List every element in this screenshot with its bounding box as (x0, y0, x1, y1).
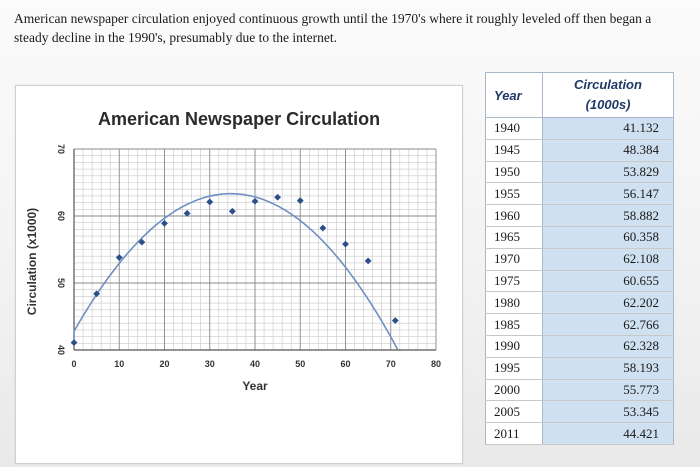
table-row: 2005 53.345 (485, 400, 674, 424)
table-cell-circulation: 41.132 (542, 117, 674, 140)
table-row: 1990 62.328 (485, 335, 674, 358)
table-row: 1940 41.132 (485, 117, 674, 140)
table-row: 1960 58.882 (485, 204, 674, 227)
data-point (93, 290, 101, 298)
data-point (161, 219, 168, 227)
data-point (115, 254, 123, 261)
chart-panel: American Newspaper Circulation 0 10 20 30 40… (15, 85, 463, 464)
table-cell-year: 1950 (485, 161, 543, 184)
y-tick-label: 70 (56, 144, 66, 154)
table-cell-circulation: 58.882 (542, 204, 674, 227)
circulation-table-wrap: Year Circulation (1000s) 1940 41.132 1945 4… (485, 72, 674, 445)
table-cell-circulation: 62.766 (542, 313, 674, 336)
intro-text: American newspaper circulation enjoyed c… (14, 11, 652, 45)
table-cell-circulation: 60.358 (542, 226, 674, 249)
data-point (251, 197, 259, 205)
trend-curve (73, 192, 399, 350)
circulation-header-label: Circulation (574, 77, 642, 92)
x-tick-label: 20 (159, 359, 169, 369)
table-cell-circulation: 56.147 (542, 182, 674, 206)
data-point (364, 257, 372, 265)
table-cell-year: 1990 (485, 335, 543, 358)
table-cell-year: 2005 (485, 400, 543, 424)
table-row: 1955 56.147 (485, 182, 674, 206)
table-row: 2000 55.773 (485, 379, 674, 402)
table-cell-circulation: 44.421 (542, 422, 674, 445)
circulation-header-unit: (1000s) (585, 97, 631, 112)
table-cell-circulation: 62.202 (542, 291, 674, 315)
table-cell-circulation: 53.829 (542, 161, 674, 184)
table-cell-circulation: 53.345 (542, 400, 674, 424)
table-cell-year: 1995 (485, 357, 543, 380)
y-tick-label: 50 (56, 278, 66, 288)
table-cell-year: 1955 (485, 182, 543, 206)
data-point (391, 317, 399, 324)
data-point (138, 238, 146, 246)
data-point (274, 193, 282, 201)
x-tick-label: 0 (71, 359, 76, 369)
x-tick-label: 70 (386, 359, 396, 369)
table-cell-year: 1965 (485, 226, 543, 249)
table-cell-circulation: 55.773 (542, 379, 674, 402)
table-row: 1950 53.829 (485, 161, 674, 184)
data-point (342, 240, 349, 248)
y-tick-label: 60 (56, 211, 66, 221)
chart-svg: 0 10 20 30 40 50 60 70 80 40 50 60 70 Year Circulation… (25, 144, 441, 393)
chart-title: American Newspaper Circulation (98, 109, 381, 129)
table-row: 2011 44.421 (485, 422, 674, 445)
table-row: 1945 48.384 (485, 139, 674, 162)
year-column-header: Year (485, 72, 543, 118)
data-point (228, 207, 236, 215)
data-point (296, 197, 304, 204)
table-cell-year: 1985 (485, 313, 543, 336)
x-tick-label: 50 (295, 359, 305, 369)
data-point (206, 198, 214, 206)
x-tick-label: 80 (431, 359, 441, 369)
data-point (70, 339, 78, 347)
table-cell-year: 1945 (485, 139, 543, 162)
table-row: 1970 62.108 (485, 248, 674, 271)
table-row: 1980 62.202 (485, 291, 674, 315)
table-cell-year: 1975 (485, 270, 543, 293)
table-cell-year: 1960 (485, 204, 543, 227)
data-point (319, 224, 327, 232)
table-cell-circulation: 62.328 (542, 335, 674, 358)
data-point (183, 209, 191, 217)
table-cell-year: 1980 (485, 291, 543, 315)
table-row: 1985 62.766 (485, 313, 674, 336)
table-row: 1975 60.655 (485, 270, 674, 293)
table-body: 1940 41.132 1945 48.384 1950 53.829 1955 56.147… (485, 117, 674, 445)
circulation-table: Year Circulation (1000s) 1940 41.132 1945 4… (485, 72, 674, 445)
table-cell-circulation: 60.655 (542, 270, 674, 293)
table-cell-circulation: 48.384 (542, 139, 674, 162)
x-axis-label: Year (242, 379, 268, 393)
table-cell-year: 1970 (485, 248, 543, 271)
table-cell-year: 2000 (485, 379, 543, 402)
x-tick-label: 60 (340, 359, 350, 369)
y-tick-label: 40 (56, 345, 66, 355)
table-header-row: Year Circulation (1000s) (485, 72, 674, 118)
circulation-column-header: Circulation (1000s) (542, 72, 674, 118)
table-cell-circulation: 58.193 (542, 357, 674, 380)
table-cell-year: 2011 (485, 422, 543, 445)
y-axis-label: Circulation (x1000) (25, 208, 39, 315)
table-row: 1995 58.193 (485, 357, 674, 380)
table-row: 1965 60.358 (485, 226, 674, 249)
x-tick-label: 10 (114, 359, 124, 369)
x-tick-label: 40 (250, 359, 260, 369)
x-tick-label: 30 (205, 359, 215, 369)
table-cell-circulation: 62.108 (542, 248, 674, 271)
table-cell-year: 1940 (485, 117, 543, 140)
